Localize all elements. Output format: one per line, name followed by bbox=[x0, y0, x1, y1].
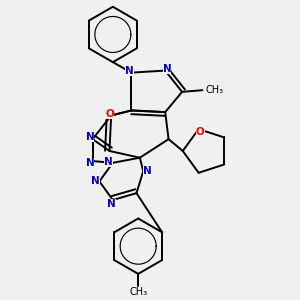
Text: N: N bbox=[85, 133, 94, 142]
Text: N: N bbox=[107, 199, 116, 209]
Text: CH₃: CH₃ bbox=[129, 287, 147, 297]
Text: N: N bbox=[163, 64, 171, 74]
Text: N: N bbox=[125, 66, 134, 76]
Text: N: N bbox=[91, 176, 100, 186]
Text: N: N bbox=[85, 158, 94, 168]
Text: CH₃: CH₃ bbox=[205, 85, 223, 95]
Text: O: O bbox=[196, 127, 205, 137]
Text: N: N bbox=[104, 157, 113, 167]
Text: O: O bbox=[105, 109, 114, 119]
Text: N: N bbox=[143, 166, 152, 176]
